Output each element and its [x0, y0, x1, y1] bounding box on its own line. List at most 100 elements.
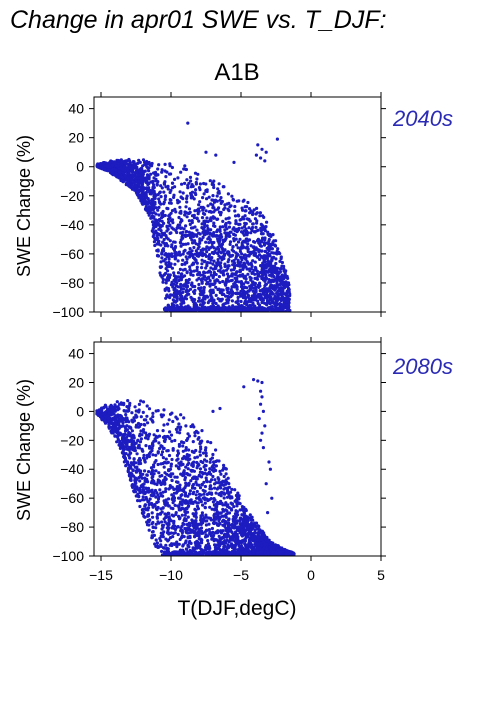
point-2040s [270, 247, 274, 251]
point-2040s [185, 215, 189, 219]
point-2040s [202, 222, 206, 226]
point-2080s [203, 468, 208, 472]
point-2080s [163, 471, 167, 475]
point-2080s [185, 522, 189, 527]
point-2080s [158, 512, 162, 516]
point-2040s [157, 227, 161, 231]
y-tick-label-2040s: −80 [60, 275, 84, 291]
point-2040s [263, 308, 267, 312]
point-2080s [221, 503, 225, 507]
point-2040s [172, 240, 176, 244]
point-2080s [151, 411, 155, 415]
point-2040s [257, 283, 261, 287]
point-2080s [137, 443, 141, 447]
point-2040s [242, 233, 246, 237]
point-2080s [122, 435, 126, 439]
point-2040s [182, 301, 186, 305]
point-2040s [273, 284, 277, 288]
point-2040s [211, 234, 215, 238]
point-2040s [211, 203, 215, 207]
point-2040s [164, 242, 168, 246]
point-2040s [192, 245, 196, 250]
point-2080s [162, 446, 166, 450]
point-2040s [252, 253, 256, 257]
point-2040s [252, 268, 256, 272]
point-2040s [187, 292, 191, 296]
point-2040s [221, 288, 225, 292]
point-2080s [204, 533, 208, 537]
point-2040s [102, 161, 106, 165]
outlier-point-2040s [259, 156, 263, 160]
point-2080s [166, 460, 170, 464]
point-2040s [178, 211, 182, 215]
point-2040s [258, 257, 262, 261]
point-2080s [127, 430, 131, 435]
point-2040s [234, 243, 239, 247]
point-2040s [208, 179, 212, 183]
point-2040s [171, 227, 176, 231]
point-2080s [233, 488, 237, 492]
point-2080s [176, 425, 180, 429]
point-2040s [123, 161, 127, 165]
point-2080s [194, 522, 198, 527]
point-2040s [205, 232, 209, 236]
point-2040s [279, 257, 283, 261]
point-2080s [130, 429, 134, 433]
point-2080s [173, 527, 178, 532]
point-2040s [173, 262, 177, 266]
point-2080s [109, 418, 113, 422]
point-2040s [170, 218, 175, 222]
point-2040s [189, 226, 194, 230]
point-2040s [117, 175, 121, 179]
point-2080s [150, 449, 154, 453]
point-2040s [279, 298, 283, 303]
point-2040s [240, 230, 244, 234]
point-2080s [183, 501, 187, 505]
point-2040s [226, 266, 230, 270]
point-2040s [233, 309, 238, 312]
point-2040s [200, 262, 204, 266]
point-2040s [219, 299, 223, 303]
point-2040s [168, 296, 172, 300]
point-2040s [247, 207, 252, 211]
point-2040s [175, 296, 179, 300]
point-2040s [170, 254, 174, 259]
point-2040s [260, 255, 264, 259]
point-2040s [141, 191, 145, 196]
point-2040s [197, 209, 201, 213]
point-2040s [253, 260, 257, 264]
point-2040s [212, 221, 216, 225]
point-2080s [194, 519, 198, 523]
point-2080s [208, 460, 212, 464]
point-2080s [193, 535, 197, 539]
point-2040s [166, 303, 170, 307]
point-2040s [260, 240, 264, 244]
point-2080s [162, 465, 166, 469]
point-2080s [121, 448, 125, 452]
point-2040s [243, 253, 247, 257]
figure-title: Change in apr01 SWE vs. T_DJF: [10, 6, 387, 34]
point-2040s [150, 164, 154, 168]
point-2040s [275, 303, 279, 307]
point-2040s [158, 190, 162, 194]
point-2080s [177, 422, 181, 426]
point-2080s [125, 405, 129, 409]
point-2040s [209, 228, 213, 232]
point-2080s [160, 520, 164, 524]
point-2040s [212, 282, 216, 286]
point-2080s [136, 439, 140, 443]
point-2080s [138, 446, 142, 450]
point-2080s [221, 529, 225, 533]
point-2040s [194, 309, 198, 312]
point-2080s [256, 524, 260, 528]
point-2040s [232, 237, 236, 241]
point-2040s [260, 275, 264, 279]
point-2040s [212, 272, 216, 276]
point-2040s [239, 280, 243, 284]
point-2080s [166, 449, 170, 453]
point-2040s [160, 168, 164, 172]
point-2040s [238, 247, 242, 251]
point-2040s [207, 254, 211, 258]
point-2040s [240, 226, 244, 230]
point-2080s [175, 540, 179, 544]
